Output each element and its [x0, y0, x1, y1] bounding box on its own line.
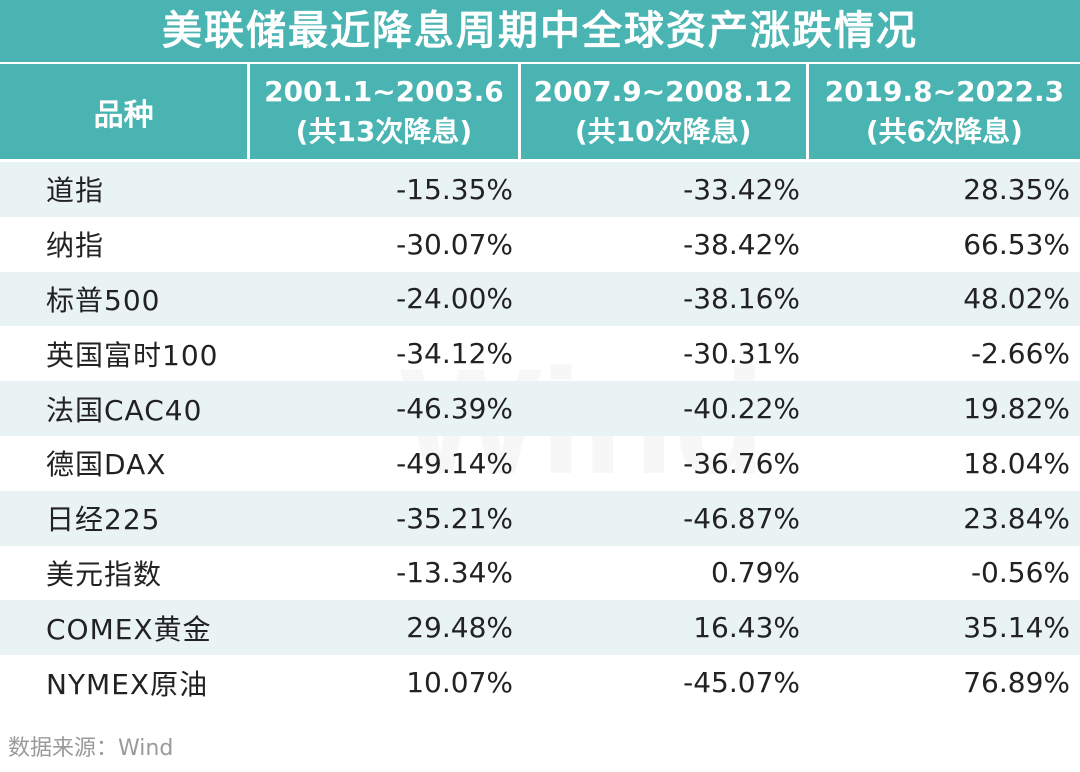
- table-row: NYMEX原油 10.07% -45.07% 76.89%: [0, 655, 1080, 710]
- row-name: 日经225: [46, 503, 161, 537]
- row-value-2001: 10.07%: [406, 666, 513, 700]
- row-value-2007: -40.22%: [683, 392, 800, 426]
- row-value-2001: -13.34%: [396, 556, 513, 590]
- row-value-2007: -36.76%: [683, 446, 800, 480]
- row-value-2007: -33.42%: [683, 172, 800, 206]
- row-name: COMEX黄金: [46, 612, 212, 646]
- row-value-2001: -35.21%: [396, 501, 513, 535]
- row-name: 德国DAX: [46, 448, 167, 482]
- row-value-2007: -45.07%: [683, 666, 800, 700]
- header-variety: 品种: [0, 64, 248, 159]
- row-value-2001: 29.48%: [406, 611, 513, 645]
- data-source-note: 数据来源：Wind: [8, 736, 174, 761]
- table-body: 道指 -15.35% -33.42% 28.35% 纳指 -30.07% -38…: [0, 162, 1080, 710]
- row-value-2007: 16.43%: [693, 611, 800, 645]
- table-row: 纳指 -30.07% -38.42% 66.53%: [0, 217, 1080, 272]
- row-value-2007: -38.42%: [683, 227, 800, 261]
- table-row: 道指 -15.35% -33.42% 28.35%: [0, 162, 1080, 217]
- table-row: 英国富时100 -34.12% -30.31% -2.66%: [0, 326, 1080, 381]
- row-value-2007: 0.79%: [711, 556, 800, 590]
- table-row: COMEX黄金 29.48% 16.43% 35.14%: [0, 600, 1080, 656]
- table-row: 德国DAX -49.14% -36.76% 18.04%: [0, 436, 1080, 491]
- header-period-2001-range: 2001.1~2003.6: [264, 74, 504, 108]
- row-value-2019: 66.53%: [963, 227, 1070, 261]
- header-period-2019-note: (共6次降息): [865, 114, 1023, 148]
- row-value-2001: -34.12%: [396, 337, 513, 371]
- table-row: 美元指数 -13.34% 0.79% -0.56%: [0, 546, 1080, 601]
- row-value-2019: 19.82%: [963, 392, 1070, 426]
- table-row: 标普500 -24.00% -38.16% 48.02%: [0, 271, 1080, 327]
- row-name: 法国CAC40: [46, 393, 203, 427]
- header-period-2019: 2019.8~2022.3 (共6次降息): [808, 64, 1080, 159]
- row-name: 标普500: [46, 283, 161, 317]
- row-value-2001: -46.39%: [396, 392, 513, 426]
- row-name: NYMEX原油: [46, 667, 209, 701]
- header-period-2007-range: 2007.9~2008.12: [533, 74, 793, 108]
- row-name: 美元指数: [46, 557, 163, 591]
- row-name: 道指: [46, 174, 105, 208]
- row-value-2019: 48.02%: [963, 282, 1070, 316]
- row-value-2001: -15.35%: [396, 172, 513, 206]
- row-name: 纳指: [46, 229, 105, 263]
- row-value-2007: -38.16%: [683, 282, 800, 316]
- row-name: 英国富时100: [46, 338, 219, 372]
- table-title: 美联储最近降息周期中全球资产涨跌情况: [0, 0, 1080, 62]
- table-header: 品种 2001.1~2003.6 (共13次降息) 2007.9~2008.12…: [0, 64, 1080, 159]
- header-period-2019-range: 2019.8~2022.3: [824, 74, 1065, 108]
- row-value-2019: 28.35%: [963, 172, 1070, 206]
- row-value-2001: -24.00%: [396, 282, 513, 316]
- row-value-2019: 35.14%: [963, 611, 1070, 645]
- row-value-2019: 23.84%: [963, 501, 1070, 535]
- table-row: 法国CAC40 -46.39% -40.22% 19.82%: [0, 381, 1080, 436]
- row-value-2019: -2.66%: [970, 337, 1070, 371]
- row-value-2001: -49.14%: [396, 446, 513, 480]
- header-period-2007-note: (共10次降息): [574, 114, 752, 148]
- row-value-2019: 18.04%: [963, 446, 1070, 480]
- header-period-2001: 2001.1~2003.6 (共13次降息): [250, 64, 518, 159]
- row-value-2007: -30.31%: [683, 337, 800, 371]
- header-variety-label: 品种: [93, 97, 154, 133]
- row-value-2001: -30.07%: [396, 227, 513, 261]
- row-value-2007: -46.87%: [683, 501, 800, 535]
- table-row: 日经225 -35.21% -46.87% 23.84%: [0, 490, 1080, 546]
- row-value-2019: -0.56%: [970, 556, 1070, 590]
- row-value-2019: 76.89%: [963, 666, 1070, 700]
- header-period-2001-note: (共13次降息): [295, 114, 473, 148]
- header-period-2007: 2007.9~2008.12 (共10次降息): [520, 64, 806, 159]
